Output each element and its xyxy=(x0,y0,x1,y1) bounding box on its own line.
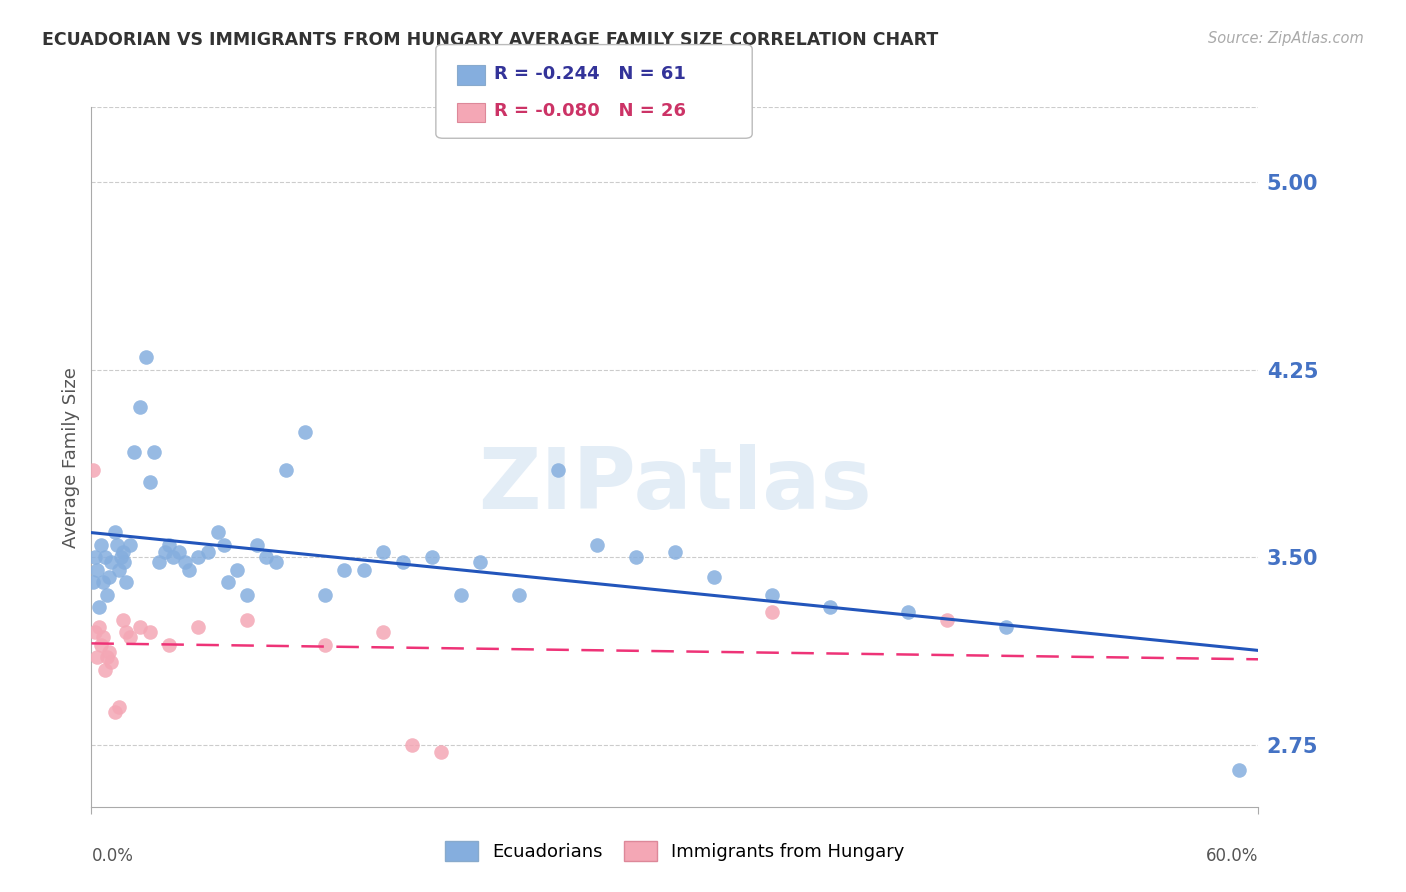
Point xyxy=(371,625,394,640)
Text: Source: ZipAtlas.com: Source: ZipAtlas.com xyxy=(1208,31,1364,46)
Point xyxy=(155,545,177,559)
Point xyxy=(820,600,842,615)
Point xyxy=(217,575,239,590)
Point xyxy=(142,445,165,459)
Point xyxy=(187,620,209,634)
Point xyxy=(104,525,127,540)
Point xyxy=(90,638,112,652)
Point xyxy=(100,655,122,669)
Point xyxy=(391,555,413,569)
Point xyxy=(430,745,453,759)
Point xyxy=(897,605,920,619)
Point xyxy=(508,588,530,602)
Point xyxy=(236,613,259,627)
Point xyxy=(420,550,443,565)
Point xyxy=(761,588,783,602)
Point xyxy=(138,475,162,490)
Point xyxy=(314,638,336,652)
Point xyxy=(111,613,134,627)
Point xyxy=(236,588,259,602)
Point xyxy=(187,550,209,565)
Point xyxy=(333,563,356,577)
Point xyxy=(624,550,647,565)
Point xyxy=(111,545,134,559)
Point xyxy=(936,613,959,627)
Point xyxy=(246,538,269,552)
Point xyxy=(226,563,249,577)
Point xyxy=(96,650,118,665)
Point xyxy=(450,588,472,602)
Point xyxy=(120,630,142,644)
Legend: Ecuadorians, Immigrants from Hungary: Ecuadorians, Immigrants from Hungary xyxy=(446,841,904,862)
Point xyxy=(110,550,132,565)
Text: ZIPatlas: ZIPatlas xyxy=(478,443,872,526)
Point xyxy=(97,570,120,584)
Point xyxy=(173,555,195,569)
Point xyxy=(547,463,569,477)
Point xyxy=(148,555,170,569)
Point xyxy=(89,620,111,634)
Point xyxy=(107,700,129,714)
Point xyxy=(470,555,492,569)
Point xyxy=(167,545,190,559)
Point xyxy=(212,538,235,552)
Point xyxy=(264,555,287,569)
Point xyxy=(129,620,152,634)
Point xyxy=(86,563,108,577)
Point xyxy=(138,625,162,640)
Point xyxy=(104,705,127,719)
Point xyxy=(314,588,336,602)
Point xyxy=(91,575,114,590)
Point xyxy=(114,555,136,569)
Point xyxy=(401,738,423,752)
Point xyxy=(586,538,609,552)
Point xyxy=(353,563,375,577)
Point xyxy=(90,538,112,552)
Point xyxy=(86,650,108,665)
Point xyxy=(115,625,138,640)
Point xyxy=(256,550,278,565)
Text: R = -0.244   N = 61: R = -0.244 N = 61 xyxy=(494,65,685,83)
Point xyxy=(129,400,152,414)
Point xyxy=(207,525,229,540)
Point xyxy=(703,570,725,584)
Point xyxy=(294,425,316,439)
Point xyxy=(82,463,104,477)
Point xyxy=(100,555,122,569)
Point xyxy=(105,538,128,552)
Y-axis label: Average Family Size: Average Family Size xyxy=(62,367,80,548)
Point xyxy=(371,545,394,559)
Point xyxy=(274,463,297,477)
Point xyxy=(157,638,180,652)
Point xyxy=(761,605,783,619)
Point xyxy=(97,645,120,659)
Point xyxy=(82,575,104,590)
Point xyxy=(107,563,129,577)
Text: 60.0%: 60.0% xyxy=(1206,847,1258,865)
Point xyxy=(89,600,111,615)
Text: R = -0.080   N = 26: R = -0.080 N = 26 xyxy=(494,103,686,120)
Point xyxy=(157,538,180,552)
Point xyxy=(91,630,114,644)
Point xyxy=(162,550,184,565)
Point xyxy=(94,663,117,677)
Point xyxy=(96,588,118,602)
Text: ECUADORIAN VS IMMIGRANTS FROM HUNGARY AVERAGE FAMILY SIZE CORRELATION CHART: ECUADORIAN VS IMMIGRANTS FROM HUNGARY AV… xyxy=(42,31,938,49)
Point xyxy=(84,625,107,640)
Point xyxy=(664,545,686,559)
Point xyxy=(94,550,117,565)
Point xyxy=(84,550,107,565)
Point xyxy=(994,620,1017,634)
Point xyxy=(115,575,138,590)
Point xyxy=(135,350,157,364)
Point xyxy=(1227,763,1250,777)
Point xyxy=(120,538,142,552)
Point xyxy=(122,445,145,459)
Point xyxy=(177,563,200,577)
Text: 0.0%: 0.0% xyxy=(91,847,134,865)
Point xyxy=(197,545,219,559)
